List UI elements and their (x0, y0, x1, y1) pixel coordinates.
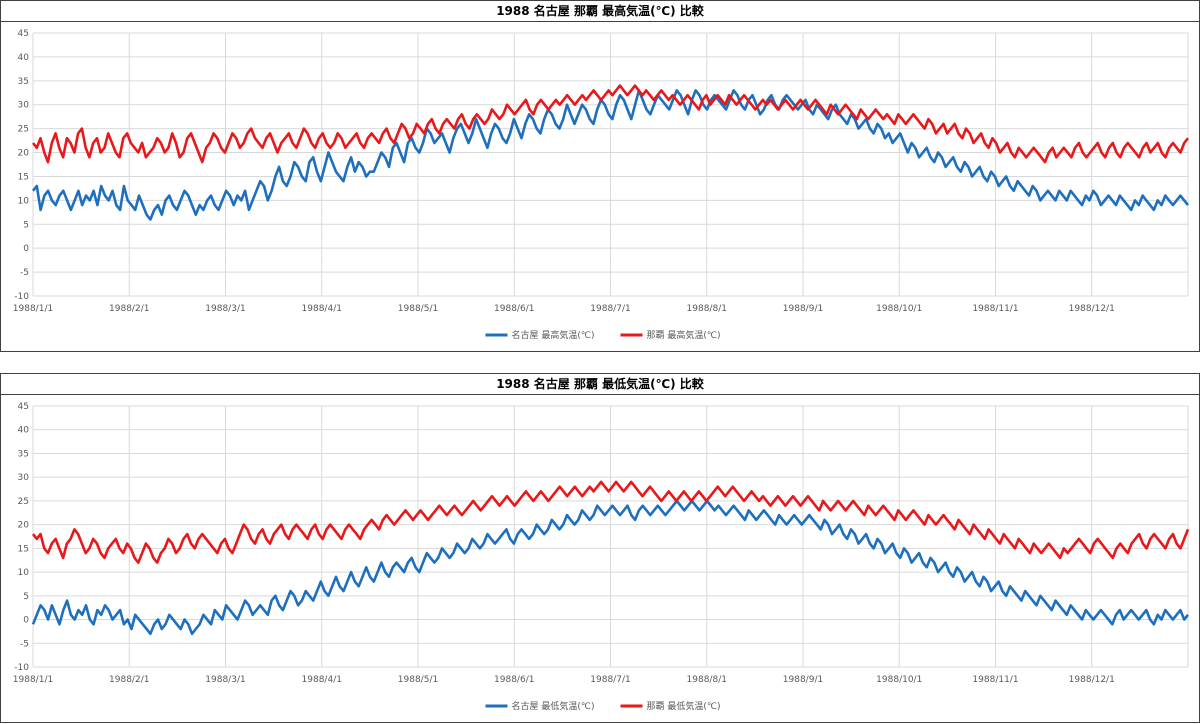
y-tick-label: -10 (14, 292, 29, 302)
x-tick-label: 1988/11/1 (972, 675, 1018, 685)
series-line-naha (31, 84, 1190, 164)
y-tick-label: 10 (18, 568, 30, 578)
x-tick-label: 1988/5/1 (398, 304, 438, 314)
max-temp-chart: 45 40 35 30 25 20 15 10 5 0 -5 -10 1988/1/1 1988/2/1 1… (13, 29, 1190, 341)
legend-label: 名古屋 最高気温(℃) (512, 329, 595, 341)
y-tick-label: -5 (20, 268, 29, 278)
x-tick-label: 1988/2/1 (109, 304, 149, 314)
series-line-nagoya (31, 499, 1190, 636)
x-tick-label: 1988/8/1 (687, 675, 727, 685)
x-tick-label: 1988/3/1 (205, 304, 245, 314)
x-tick-label: 1988/9/1 (783, 304, 823, 314)
y-tick-label: 5 (23, 592, 29, 602)
x-tick-label: 1988/2/1 (109, 675, 149, 685)
y-tick-label: 20 (18, 521, 30, 531)
y-tick-label: 45 (18, 29, 29, 39)
y-tick-label: -10 (14, 663, 29, 673)
y-tick-label: 25 (18, 125, 29, 135)
x-tick-label: 1988/3/1 (205, 675, 245, 685)
x-tick-label: 1988/1/1 (13, 675, 53, 685)
y-tick-label: 30 (18, 101, 30, 111)
series-line-nagoya (31, 89, 1190, 221)
max-temp-chart-title: 1988 名古屋 那覇 最高気温(℃) 比較 (1, 1, 1199, 22)
y-tick-label: 5 (23, 220, 29, 230)
y-tick-label: 35 (18, 77, 29, 87)
x-tick-label: 1988/12/1 (1069, 675, 1115, 685)
series-line-naha (31, 480, 1190, 564)
legend-label: 那覇 最高気温(℃) (647, 329, 721, 341)
y-tick-label: 10 (18, 196, 30, 206)
x-tick-label: 1988/7/1 (590, 304, 630, 314)
x-tick-label: 1988/11/1 (972, 304, 1018, 314)
x-tick-label: 1988/10/1 (876, 304, 922, 314)
x-tick-label: 1988/12/1 (1069, 304, 1115, 314)
x-tick-label: 1988/1/1 (13, 304, 53, 314)
x-tick-label: 1988/6/1 (494, 675, 534, 685)
x-tick-label: 1988/5/1 (398, 675, 438, 685)
y-tick-label: -5 (20, 639, 29, 649)
y-tick-label: 40 (18, 53, 30, 63)
y-tick-label: 0 (23, 244, 29, 254)
x-tick-label: 1988/9/1 (783, 675, 823, 685)
y-tick-label: 0 (23, 616, 29, 626)
y-tick-label: 25 (18, 497, 29, 507)
y-tick-label: 45 (18, 402, 29, 412)
x-tick-label: 1988/4/1 (302, 304, 342, 314)
x-tick-label: 1988/7/1 (590, 675, 630, 685)
y-tick-label: 20 (18, 149, 30, 159)
max-temp-chart-panel: 1988 名古屋 那覇 最高気温(℃) 比較 45 40 35 30 25 20 15 10 5… (0, 0, 1200, 352)
legend-label: 名古屋 最低気温(℃) (512, 700, 595, 712)
min-temp-chart-title: 1988 名古屋 那覇 最低気温(℃) 比較 (1, 374, 1199, 395)
y-tick-label: 15 (18, 544, 29, 554)
x-tick-label: 1988/6/1 (494, 304, 534, 314)
y-tick-label: 15 (18, 172, 29, 182)
x-tick-label: 1988/8/1 (687, 304, 727, 314)
min-temp-chart-panel: 1988 名古屋 那覇 最低気温(℃) 比較 45 40 35 30 25 20 15 10 5… (0, 373, 1200, 723)
legend-label: 那覇 最低気温(℃) (647, 700, 721, 712)
min-temp-chart: 45 40 35 30 25 20 15 10 5 0 -5 -10 1988/1/1 1988/2/1 1… (13, 402, 1190, 712)
x-tick-label: 1988/10/1 (876, 675, 922, 685)
y-tick-label: 35 (18, 449, 29, 459)
y-tick-label: 40 (18, 426, 30, 436)
y-tick-label: 30 (18, 473, 30, 483)
x-tick-label: 1988/4/1 (302, 675, 342, 685)
